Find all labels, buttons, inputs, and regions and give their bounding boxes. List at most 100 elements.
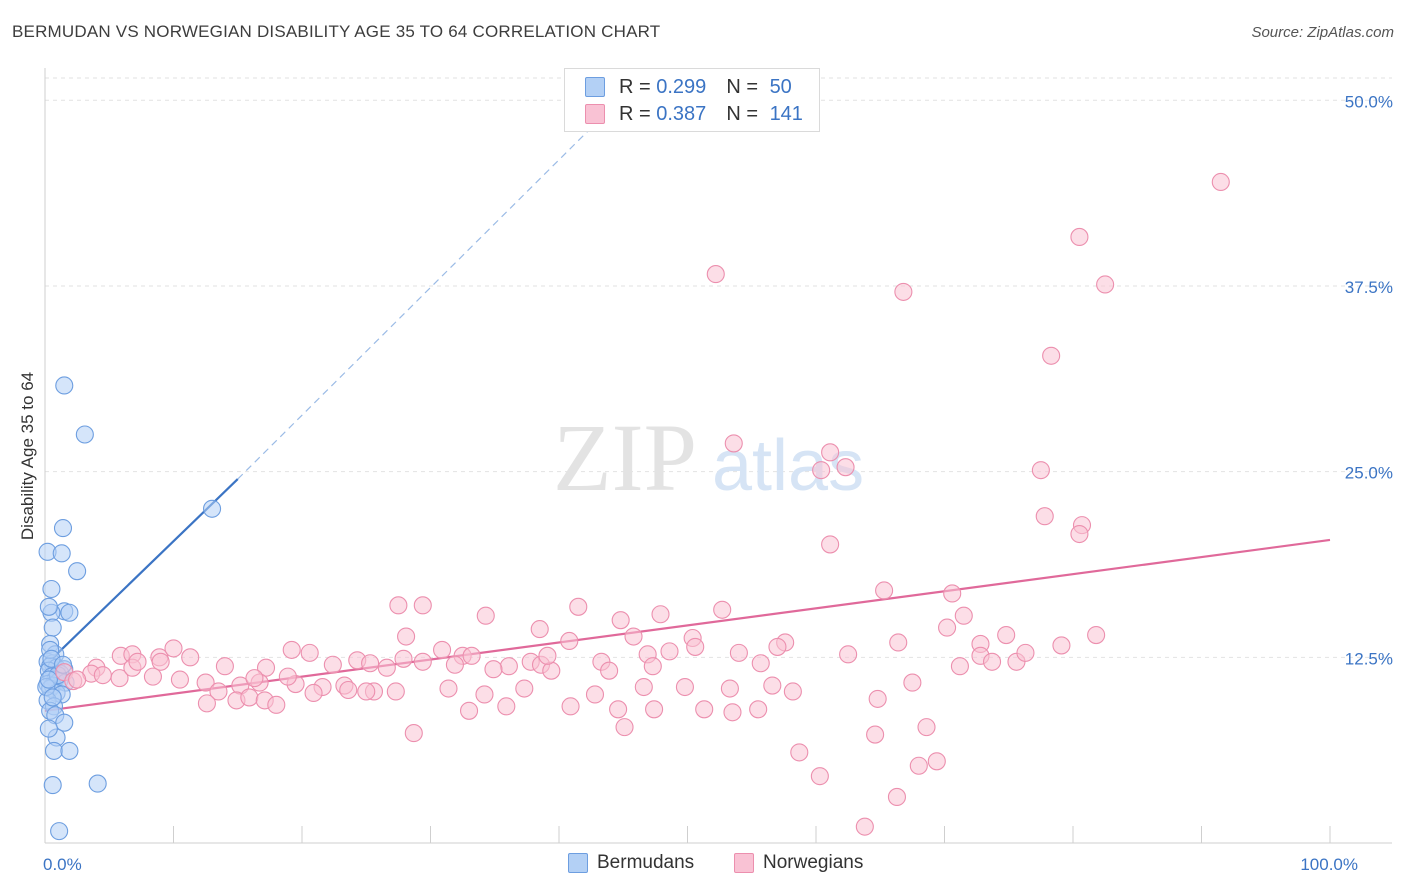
data-point-norwegians [1031, 461, 1050, 480]
data-point-norwegians [675, 677, 694, 697]
data-point-norwegians [887, 787, 907, 807]
data-point-norwegians [476, 606, 495, 625]
data-point-norwegians [278, 667, 297, 686]
data-point-norwegians [394, 649, 413, 668]
data-point-norwegians [404, 724, 423, 743]
data-point-norwegians [600, 661, 619, 680]
data-point-norwegians [938, 618, 957, 637]
y-tick-label: 50.0% [1345, 92, 1393, 111]
legend-row-bermudans: R = 0.299 N = 50 [585, 75, 792, 99]
data-point-norwegians [749, 700, 768, 719]
data-point-norwegians [724, 434, 743, 453]
data-point-norwegians [475, 685, 494, 704]
data-point-norwegians [164, 639, 183, 658]
data-point-norwegians [499, 657, 518, 676]
data-point-bermudans [203, 499, 222, 518]
data-point-norwegians [515, 679, 534, 698]
data-point-bermudans [88, 774, 107, 793]
chart-title: BERMUDAN VS NORWEGIAN DISABILITY AGE 35 … [12, 22, 661, 41]
legend-swatch-norwegians [585, 104, 605, 124]
tick-labels: 12.5% 25.0% 37.5% 50.0% 0.0% 100.0% [43, 92, 1393, 874]
data-point-norwegians [445, 655, 464, 674]
x-tick-label: 100.0% [1300, 855, 1358, 874]
data-point-norwegians [413, 652, 432, 671]
x-tick-label: 0.0% [43, 855, 82, 874]
data-point-norwegians [585, 685, 605, 704]
data-point-norwegians [790, 743, 809, 762]
data-point-norwegians [609, 700, 628, 719]
data-point-norwegians [433, 640, 452, 659]
data-point-norwegians [720, 679, 739, 698]
data-point-bermudans [68, 562, 87, 581]
data-point-norwegians [484, 660, 503, 679]
data-point-norwegians [821, 443, 840, 462]
y-tick-label: 12.5% [1345, 649, 1393, 668]
data-point-norwegians [1042, 346, 1061, 365]
data-point-norwegians [245, 669, 264, 688]
legend-row-norwegians: R = 0.387 N = 141 [585, 102, 803, 126]
legend-r-label: R = [619, 75, 651, 98]
data-point-norwegians [151, 652, 170, 671]
data-point-norwegians [209, 682, 228, 701]
data-point-norwegians [560, 631, 579, 651]
data-point-norwegians [1211, 172, 1230, 192]
source-label: Source: ZipAtlas.com [1251, 24, 1394, 41]
y-tick-label: 25.0% [1345, 464, 1393, 483]
gridlines [45, 77, 1392, 658]
watermark: ZIP atlas [553, 404, 864, 511]
data-point-bermudans [43, 688, 62, 707]
data-point-norwegians [542, 661, 561, 680]
data-points [37, 172, 1230, 841]
data-point-norwegians [706, 265, 725, 284]
series-legend-bermudans[interactable]: Bermudans [568, 852, 694, 874]
data-point-norwegians [304, 683, 323, 703]
data-point-norwegians [812, 461, 831, 480]
legend-r-value: 0.299 [656, 75, 707, 98]
data-point-norwegians [357, 682, 376, 701]
data-point-norwegians [1052, 636, 1071, 655]
y-axis-label-group: Disability Age 35 to 64 [18, 372, 37, 540]
data-point-norwegians [982, 652, 1002, 671]
data-point-norwegians [1035, 507, 1054, 526]
data-point-norwegians [128, 652, 147, 671]
data-point-norwegians [462, 646, 481, 665]
data-point-norwegians [686, 637, 705, 656]
data-point-bermudans [75, 425, 94, 444]
data-point-norwegians [530, 620, 549, 639]
data-point-norwegians [889, 633, 908, 652]
data-point-norwegians [643, 657, 662, 676]
data-point-norwegians [196, 673, 215, 692]
series-legend-norwegians[interactable]: Norwegians [734, 852, 863, 874]
data-point-norwegians [615, 718, 634, 737]
series-norwegians [55, 172, 1230, 836]
data-point-norwegians [875, 581, 894, 600]
data-point-norwegians [839, 645, 858, 664]
data-point-bermudans [55, 376, 74, 395]
data-point-norwegians [386, 682, 405, 701]
data-point-norwegians [651, 605, 670, 624]
legend-n-value: 141 [769, 102, 803, 125]
data-point-norwegians [282, 640, 301, 659]
legend-n-label: N = [726, 75, 758, 98]
y-axis-label: Disability Age 35 to 64 [18, 372, 37, 540]
legend-r-value: 0.387 [656, 102, 707, 125]
data-point-bermudans [42, 579, 61, 599]
data-point-bermudans [39, 719, 58, 738]
data-point-norwegians [954, 606, 973, 625]
data-point-norwegians [1016, 643, 1035, 662]
y-tick-label: 37.5% [1345, 278, 1393, 297]
data-point-norwegians [181, 648, 200, 667]
data-point-norwegians [713, 600, 732, 619]
data-point-norwegians [1070, 524, 1089, 544]
data-point-norwegians [170, 670, 189, 689]
data-point-norwegians [917, 718, 936, 737]
data-point-bermudans [50, 822, 69, 841]
data-point-norwegians [240, 688, 259, 707]
data-point-bermudans [44, 741, 64, 760]
data-point-bermudans [43, 776, 62, 795]
data-point-norwegians [866, 725, 885, 744]
data-point-norwegians [377, 658, 396, 677]
data-point-bermudans [39, 670, 58, 689]
data-point-norwegians [950, 657, 969, 676]
